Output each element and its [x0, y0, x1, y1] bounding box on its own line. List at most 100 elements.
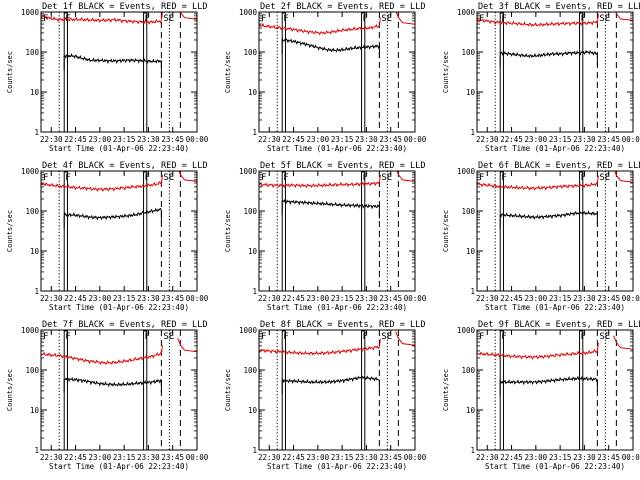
flag-label: F: [145, 14, 150, 24]
x-tick-label: 23:00: [525, 294, 548, 303]
y-tick-label: 10: [248, 88, 258, 97]
flag-label: F: [145, 173, 150, 183]
x-tick-label: 00:00: [622, 294, 640, 303]
x-axis-label: Start Time (01-Apr-06 22:23:40): [49, 303, 189, 312]
y-axis-label: Counts/sec: [442, 210, 450, 252]
flag-label: F: [501, 14, 506, 24]
y-tick-label: 10: [30, 247, 40, 256]
x-tick-label: 23:00: [307, 135, 330, 144]
x-tick-label: 23:15: [113, 294, 136, 303]
x-tick-label: 22:45: [282, 453, 305, 462]
plot-frame: [476, 170, 634, 292]
chart-title: Det 5f BLACK = Events, RED = LLD: [260, 161, 426, 171]
y-tick-label: 1: [252, 446, 257, 455]
x-axis-label: Start Time (01-Apr-06 22:23:40): [267, 144, 407, 153]
y-tick-label: 1000: [457, 326, 476, 335]
x-tick-label: 23:30: [355, 294, 378, 303]
x-tick-label: 22:45: [282, 294, 305, 303]
chart-title: Det 9f BLACK = Events, RED = LLD: [478, 320, 640, 330]
flag-label: F: [283, 14, 288, 24]
x-tick-label: 23:00: [89, 453, 112, 462]
y-tick-label: 10: [466, 247, 476, 256]
x-tick-label: 22:30: [258, 294, 281, 303]
x-tick-label: 00:00: [186, 453, 209, 462]
x-axis-label: Start Time (01-Apr-06 22:23:40): [267, 462, 407, 471]
events-series-line: [499, 209, 598, 229]
chart-panel-3: Det 3f BLACK = Events, RED = LLD Counts/s…: [442, 2, 640, 153]
y-axis-label: Counts/sec: [6, 51, 14, 93]
y-tick-label: 1000: [239, 326, 258, 335]
plot-area: [259, 12, 415, 132]
y-tick-label: 1: [34, 128, 39, 137]
flag-label: F: [145, 332, 150, 342]
chart-panel-2: Det 2f BLACK = Events, RED = LLD Counts/s…: [224, 2, 427, 153]
plot-frame: [258, 329, 416, 451]
events-series-line: [281, 375, 380, 395]
x-tick-label: 23:45: [379, 294, 402, 303]
x-tick-label: 22:45: [500, 453, 523, 462]
x-tick-label: 23:15: [331, 135, 354, 144]
lld-series-line: [41, 12, 163, 25]
x-tick-label: 22:30: [258, 135, 281, 144]
flag-label: F: [363, 173, 368, 183]
lld-series-line: [259, 174, 381, 189]
plot-area: [477, 171, 633, 291]
x-tick-label: 00:00: [186, 294, 209, 303]
x-tick-label: 23:00: [89, 135, 112, 144]
lld-series-line: [177, 338, 197, 353]
plot-frame: [258, 11, 416, 133]
x-tick-label: 22:45: [64, 294, 87, 303]
x-tick-label: 23:45: [161, 135, 184, 144]
flag-label: F: [581, 332, 586, 342]
y-tick-label: 100: [243, 207, 257, 216]
plot-area: [41, 171, 197, 291]
events-series-line: [499, 49, 598, 67]
x-tick-label: 23:15: [549, 135, 572, 144]
lld-series-line: [259, 17, 381, 36]
y-tick-label: 10: [248, 247, 258, 256]
lld-series-line: [41, 174, 163, 192]
y-axis-label: Counts/sec: [224, 369, 232, 411]
flag-label: SE: [599, 173, 610, 183]
y-tick-label: 100: [461, 48, 475, 57]
x-tick-label: 00:00: [404, 294, 427, 303]
x-tick-label: 00:00: [622, 135, 640, 144]
x-tick-label: 23:45: [161, 294, 184, 303]
x-tick-label: 00:00: [404, 453, 427, 462]
x-tick-label: 23:15: [549, 294, 572, 303]
lld-series-line: [477, 175, 599, 191]
x-tick-label: 23:45: [161, 453, 184, 462]
flag-label: SE: [163, 14, 174, 24]
chart-title: Det 2f BLACK = Events, RED = LLD: [260, 2, 426, 12]
x-tick-label: 23:45: [379, 453, 402, 462]
x-tick-label: 23:15: [331, 294, 354, 303]
flag-label: F: [363, 14, 368, 24]
events-series-line: [281, 38, 380, 59]
x-tick-label: 22:30: [40, 294, 63, 303]
x-tick-label: 23:30: [137, 453, 160, 462]
y-axis-label: Counts/sec: [6, 210, 14, 252]
flag-label: SE: [381, 14, 392, 24]
x-tick-label: 23:00: [307, 294, 330, 303]
x-tick-label: 23:45: [597, 294, 620, 303]
plot-frame: [258, 170, 416, 292]
flag-label: F: [501, 173, 506, 183]
chart-title: Det 1f BLACK = Events, RED = LLD: [42, 2, 208, 12]
y-axis-label: Counts/sec: [224, 210, 232, 252]
flag-label: F: [363, 332, 368, 342]
x-tick-label: 00:00: [186, 135, 209, 144]
plot-frame: [476, 329, 634, 451]
y-tick-label: 1: [470, 446, 475, 455]
flag-label: F: [479, 332, 484, 342]
chart-title: Det 8f BLACK = Events, RED = LLD: [260, 320, 426, 330]
x-axis-label: Start Time (01-Apr-06 22:23:40): [485, 303, 625, 312]
plot-area: [477, 330, 633, 450]
x-tick-label: 23:15: [549, 453, 572, 462]
x-tick-label: 23:45: [597, 453, 620, 462]
flag-label: F: [581, 14, 586, 24]
lld-series-line: [41, 345, 163, 366]
x-tick-label: 22:30: [40, 453, 63, 462]
chart-title: Det 6f BLACK = Events, RED = LLD: [478, 161, 640, 171]
chart-title: Det 7f BLACK = Events, RED = LLD: [42, 320, 208, 330]
